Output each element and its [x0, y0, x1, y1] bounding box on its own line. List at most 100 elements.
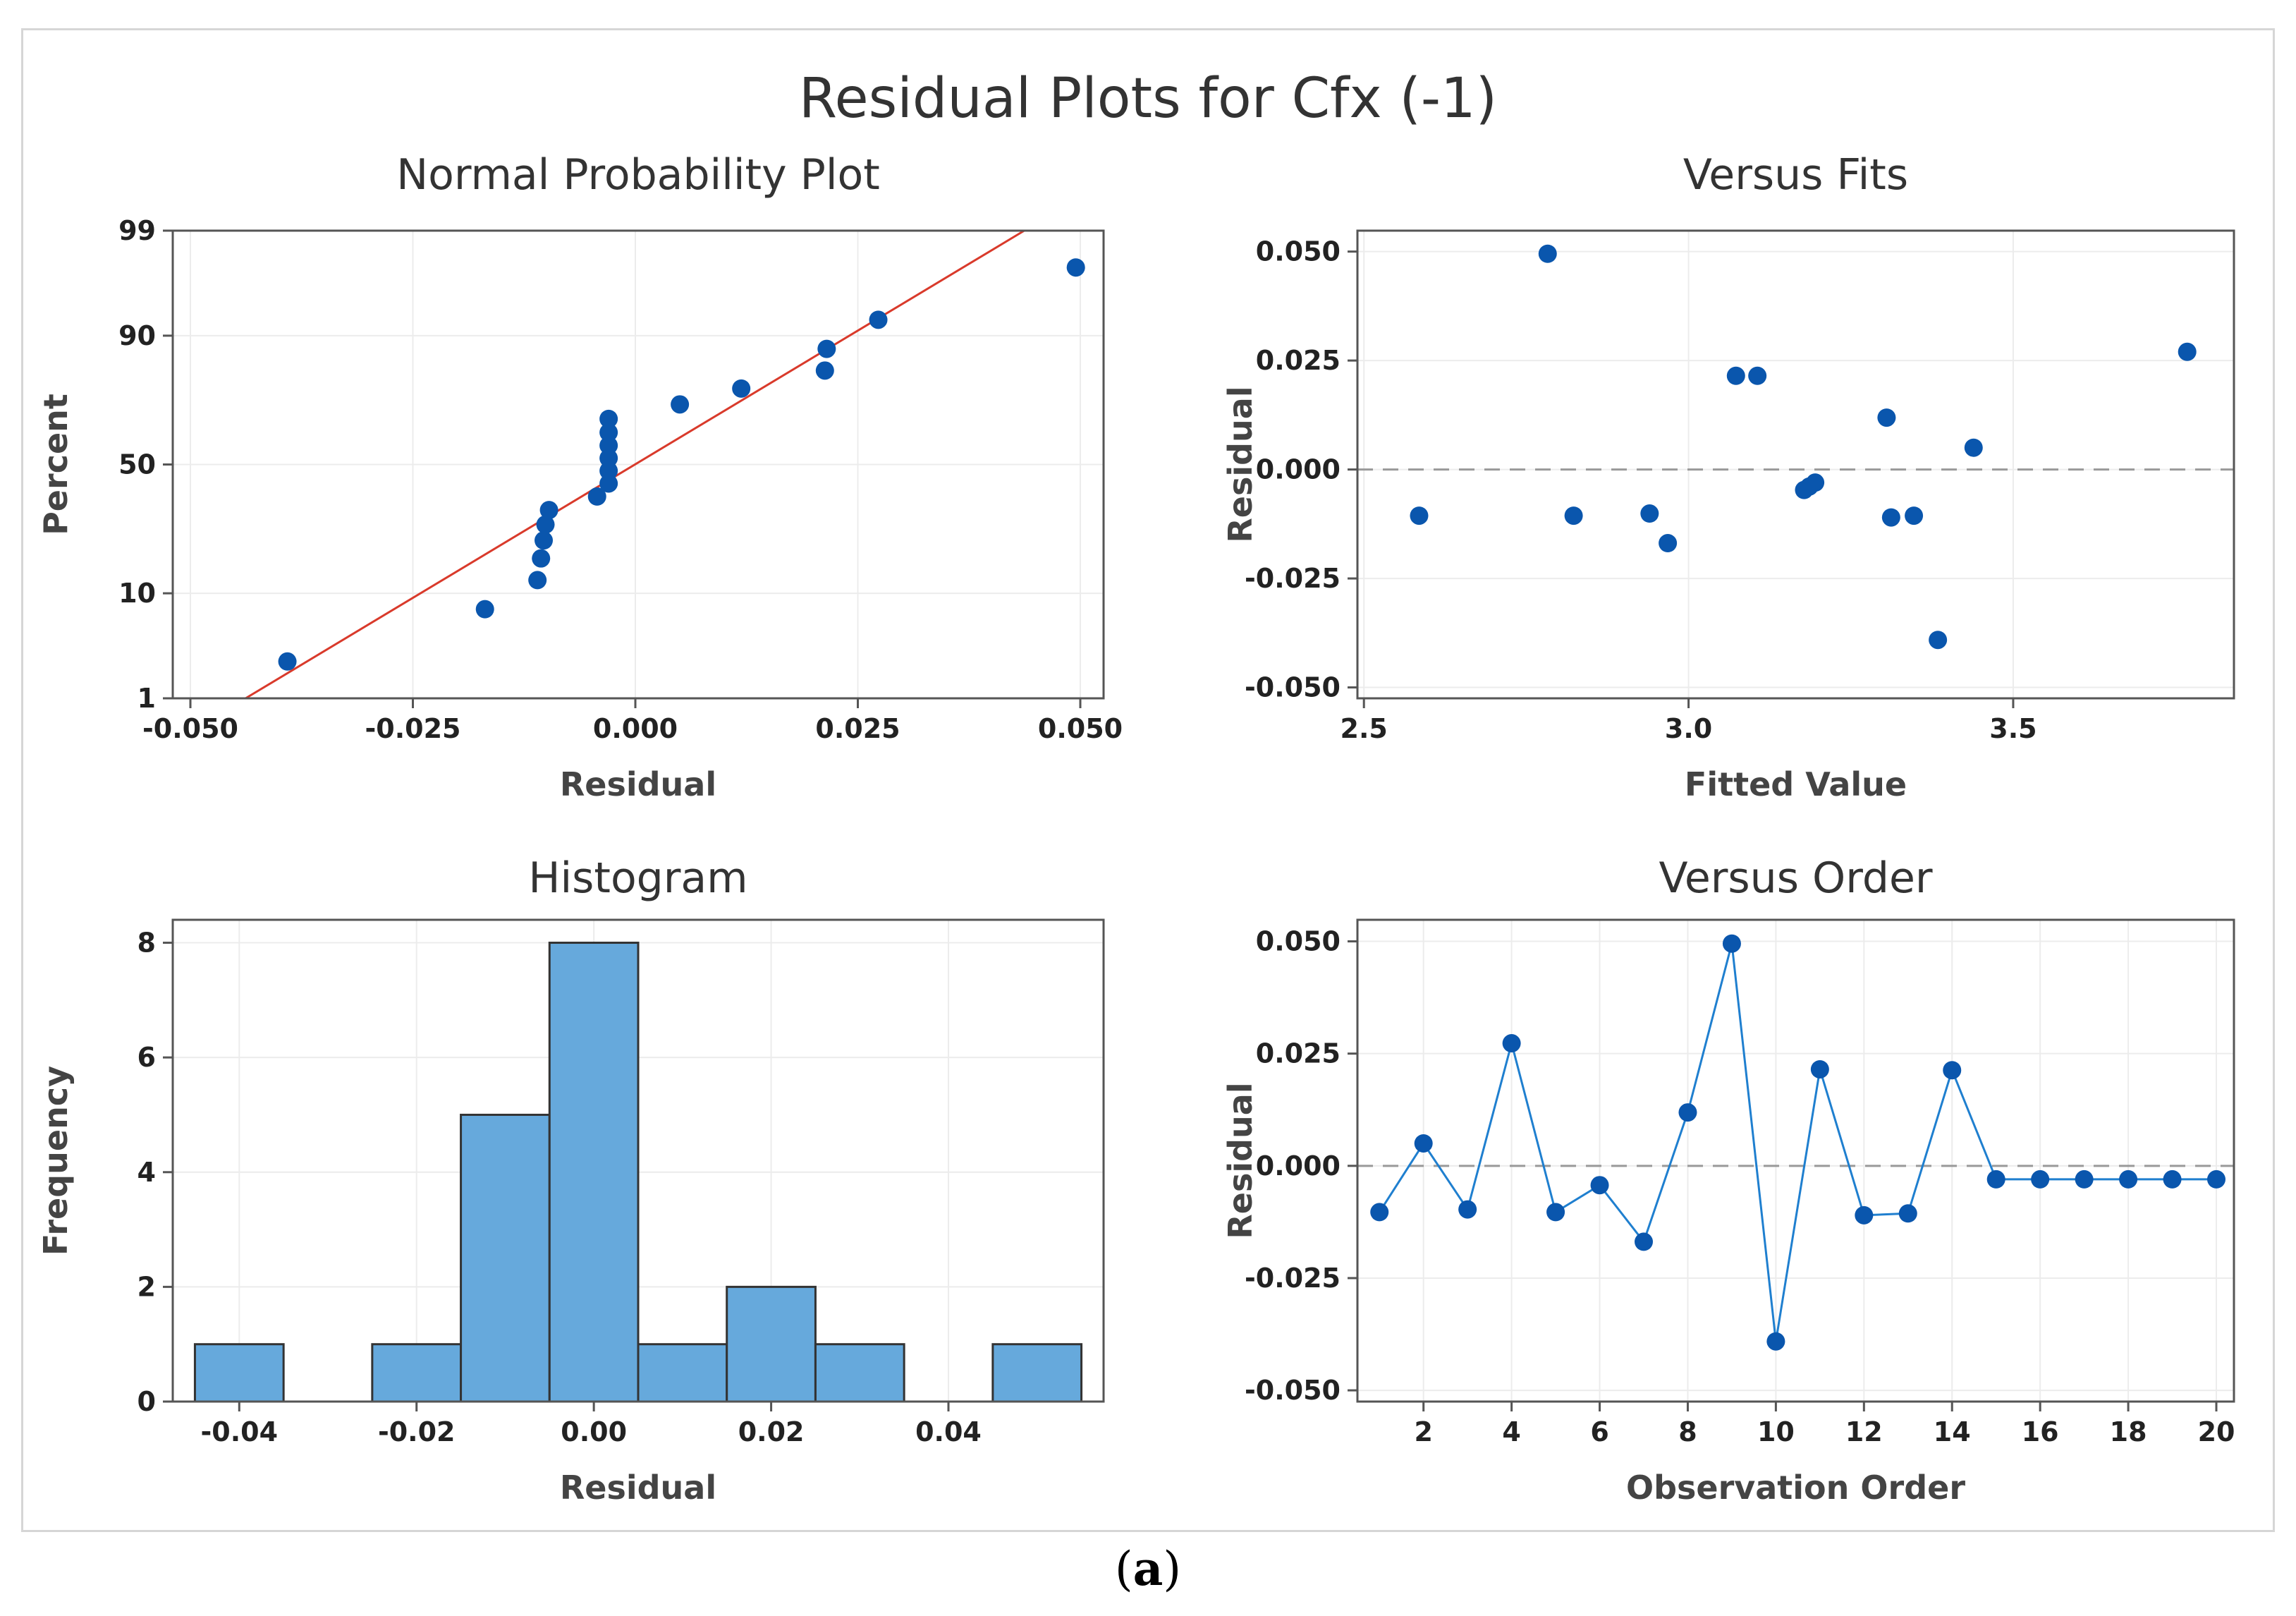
data-point: [2207, 1170, 2226, 1189]
x-axis-label: Residual: [560, 765, 716, 803]
data-point: [1766, 1332, 1785, 1351]
y-tick-label: 99: [118, 215, 156, 246]
data-point: [1881, 508, 1900, 527]
x-axis-label: Fitted Value: [1685, 765, 1907, 803]
data-point: [278, 652, 297, 671]
x-tick-label: 8: [1678, 1416, 1697, 1447]
histogram-bar: [193, 1343, 285, 1403]
histogram-bar: [371, 1343, 463, 1403]
plot-border: [1356, 229, 2235, 700]
data-point: [535, 531, 554, 550]
panel-title: Normal Probability Plot: [396, 150, 880, 200]
x-tick-label: -0.02: [378, 1416, 456, 1447]
y-axis-label: Frequency: [37, 1066, 75, 1256]
y-tick-label: 10: [118, 578, 156, 609]
figure-title: Residual Plots for Cfx (-1): [798, 67, 1498, 130]
data-point: [599, 436, 618, 455]
figure-caption: (a): [1114, 1541, 1182, 1596]
data-point: [869, 310, 888, 329]
panel-1: Normal Probability Plot -0.050 -0.025 0.000…: [37, 150, 1123, 803]
data-point: [817, 339, 836, 358]
y-tick-label: 2: [138, 1271, 156, 1302]
x-tick-label: 0.000: [593, 713, 678, 744]
x-tick-label: 6: [1590, 1416, 1608, 1447]
y-axis-label: Residual: [1221, 1082, 1259, 1239]
figure-frame: [21, 28, 2275, 1532]
data-point: [1855, 1205, 1874, 1225]
data-point: [599, 409, 618, 428]
y-tick-label: 8: [138, 928, 156, 959]
x-tick-label: 0.050: [1038, 713, 1123, 744]
data-point: [599, 449, 618, 468]
panel-title: Versus Order: [1659, 853, 1932, 903]
data-point: [1678, 1103, 1697, 1122]
x-axis-label: Residual: [560, 1469, 716, 1507]
y-tick-label: -0.050: [1245, 672, 1341, 703]
data-point: [1458, 1200, 1477, 1219]
data-point: [1640, 504, 1659, 523]
x-tick-label: 14: [1934, 1416, 1971, 1447]
y-tick-label: 90: [118, 320, 156, 351]
data-point: [1502, 1034, 1521, 1053]
y-tick-label: 0: [138, 1386, 156, 1417]
x-tick-label: 0.02: [738, 1416, 805, 1447]
x-tick-label: 0.04: [915, 1416, 982, 1447]
histogram-bar: [726, 1285, 817, 1403]
x-tick-label: -0.025: [365, 713, 461, 744]
data-point: [532, 549, 551, 568]
data-point: [599, 474, 618, 493]
data-point: [1748, 366, 1767, 385]
data-point: [815, 361, 834, 380]
y-tick-label: 1: [138, 683, 156, 714]
y-tick-label: 6: [138, 1042, 156, 1073]
x-tick-label: -0.050: [142, 713, 238, 744]
data-point: [1810, 1059, 1829, 1079]
fit-line: [245, 229, 1025, 700]
data-point: [1943, 1061, 1962, 1080]
data-point: [1905, 506, 1924, 525]
data-point: [1538, 244, 1557, 263]
plot-border: [1356, 918, 2235, 1403]
data-point: [2075, 1170, 2094, 1189]
y-tick-label: -0.050: [1245, 1375, 1341, 1406]
data-point: [475, 600, 494, 619]
x-tick-label: -0.04: [201, 1416, 279, 1447]
data-point: [1722, 934, 1741, 953]
series-line: [1378, 943, 2217, 1342]
y-tick-label: -0.025: [1245, 1263, 1341, 1294]
panel-2: Versus Fits 2.5 3.0 3.5 -0.050 -0.025 0.000 0.0…: [1221, 150, 2235, 803]
data-point: [1414, 1134, 1433, 1153]
data-point: [1806, 473, 1825, 492]
x-tick-label: 4: [1502, 1416, 1520, 1447]
x-tick-label: 3.5: [1989, 713, 2037, 744]
data-point: [1590, 1176, 1609, 1195]
data-point: [587, 487, 606, 506]
data-point: [1929, 631, 1948, 650]
y-tick-label: -0.025: [1245, 563, 1341, 594]
data-point: [536, 515, 555, 534]
caption-label: a: [1132, 1541, 1164, 1596]
x-tick-label: 2.5: [1341, 713, 1388, 744]
y-tick-label: 0.050: [1256, 926, 1341, 957]
panel-title: Histogram: [528, 853, 747, 903]
panel-4: Versus Order 2 4 6 8 10 12 14 16 18 20 -0.050 -0.025…: [1221, 853, 2235, 1507]
panel-title: Versus Fits: [1683, 150, 1908, 200]
data-point: [2178, 342, 2197, 361]
data-point: [1410, 506, 1429, 525]
y-axis-label: Residual: [1221, 386, 1259, 542]
x-tick-label: 0.00: [561, 1416, 627, 1447]
plot-border: [171, 918, 1105, 1403]
data-point: [1726, 366, 1745, 385]
data-point: [1546, 1203, 1565, 1222]
data-point: [671, 395, 690, 414]
x-tick-label: 0.025: [815, 713, 900, 744]
data-point: [2031, 1170, 2050, 1189]
data-point: [1986, 1170, 2005, 1189]
data-point: [2119, 1170, 2138, 1189]
plot-border: [171, 229, 1105, 700]
x-tick-label: 10: [1757, 1416, 1795, 1447]
data-point: [1564, 506, 1583, 525]
x-tick-label: 16: [2022, 1416, 2059, 1447]
data-point: [2163, 1170, 2182, 1189]
